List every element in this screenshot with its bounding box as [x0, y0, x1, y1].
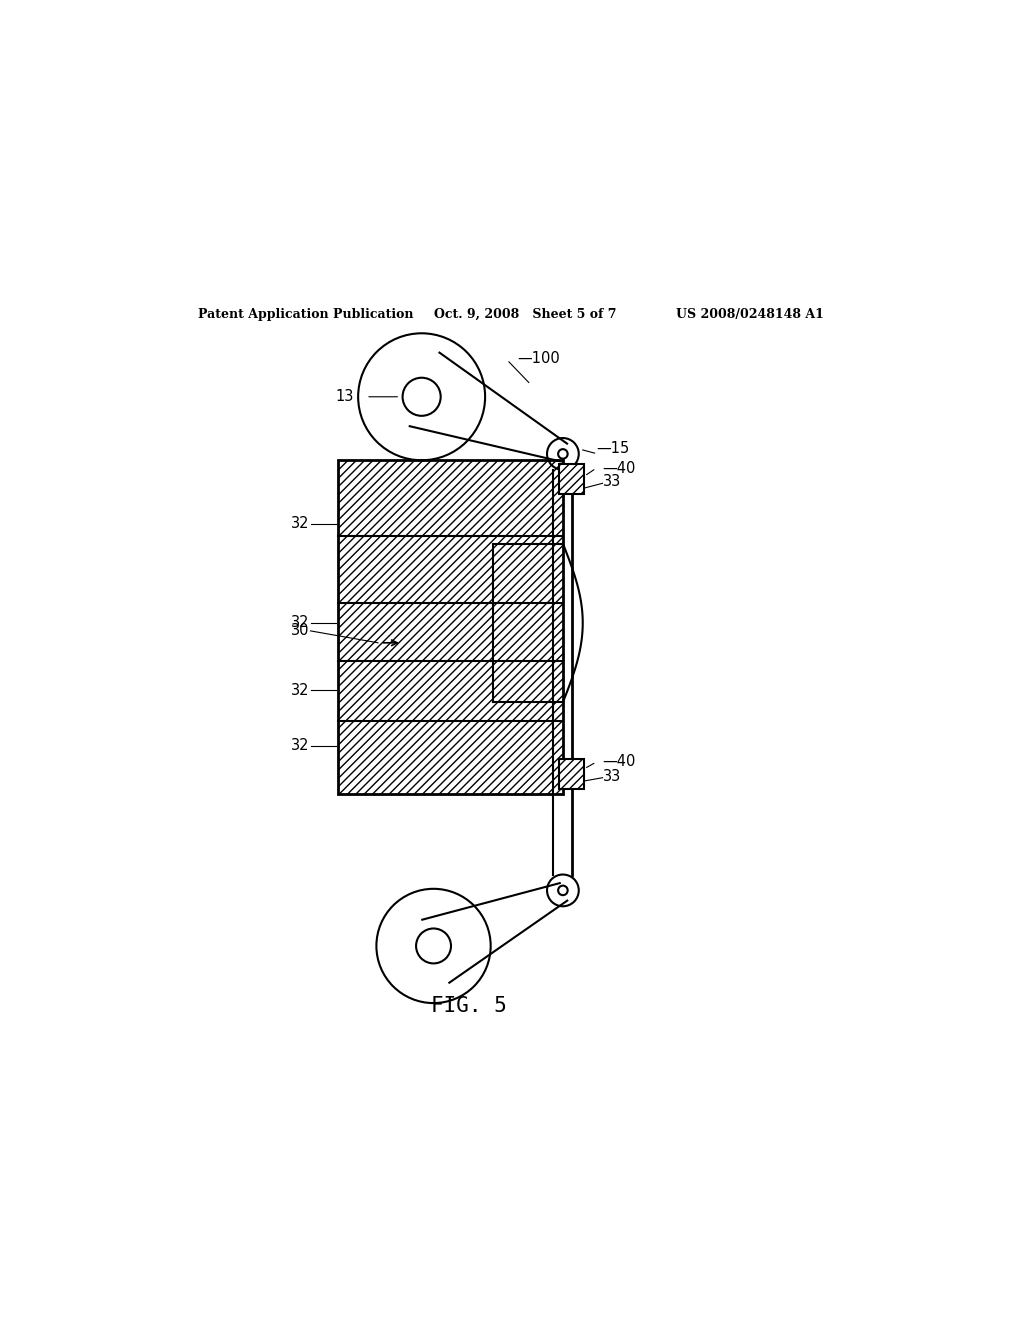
- Bar: [559, 759, 585, 789]
- Bar: [559, 465, 585, 495]
- Bar: [559, 759, 585, 789]
- Text: —100: —100: [517, 351, 559, 366]
- Bar: [338, 461, 563, 793]
- Text: 32: 32: [291, 615, 309, 631]
- Text: 33: 33: [602, 474, 621, 490]
- Text: —40: —40: [602, 754, 636, 770]
- Text: 33: 33: [602, 768, 621, 784]
- Text: —15: —15: [596, 441, 630, 455]
- Bar: [338, 461, 563, 793]
- Bar: [559, 465, 585, 495]
- Bar: [559, 759, 585, 789]
- Text: FIG. 5: FIG. 5: [431, 997, 507, 1016]
- Text: US 2008/0248148 A1: US 2008/0248148 A1: [676, 308, 823, 321]
- Text: Oct. 9, 2008   Sheet 5 of 7: Oct. 9, 2008 Sheet 5 of 7: [433, 308, 616, 321]
- Text: 32: 32: [291, 516, 309, 531]
- Text: 13: 13: [336, 389, 354, 404]
- Text: —40: —40: [602, 461, 636, 475]
- Text: 30: 30: [291, 623, 309, 639]
- Bar: [559, 465, 585, 495]
- Text: 32: 32: [291, 738, 309, 754]
- Text: 32: 32: [291, 682, 309, 698]
- Text: Patent Application Publication: Patent Application Publication: [198, 308, 414, 321]
